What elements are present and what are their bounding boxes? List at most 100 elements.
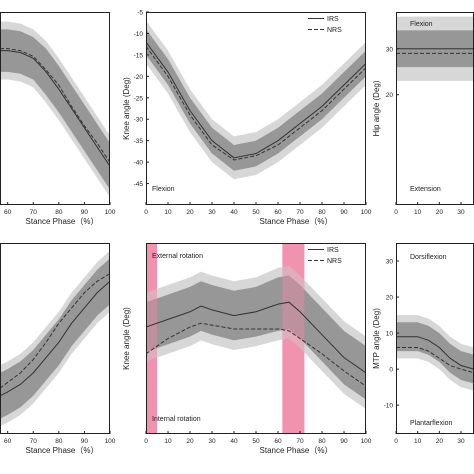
x-tick-label: 30 <box>208 438 216 445</box>
x-tick-label: 40 <box>230 209 238 216</box>
x-tick-label: 80 <box>55 438 63 445</box>
chart-4 <box>0 243 111 434</box>
x-tick-label: 20 <box>186 209 194 216</box>
series-line-irs <box>0 50 110 167</box>
x-tick-label: 20 <box>436 438 444 445</box>
x-tick-label: 60 <box>4 438 12 445</box>
x-tick-label: 20 <box>436 209 444 216</box>
x-tick-label: 90 <box>340 438 348 445</box>
plot-area <box>396 16 474 81</box>
y-tick-label: 30 <box>386 259 394 266</box>
x-axis-label: Stance Phase（%） <box>26 446 99 455</box>
annotation-plantarflexion: Plantarflexion <box>410 420 453 427</box>
x-tick-label: 10 <box>164 438 172 445</box>
plot-frame <box>0 243 110 434</box>
x-tick-label: 50 <box>252 209 260 216</box>
plot-area <box>396 315 474 391</box>
y-tick-label: -10 <box>134 31 144 38</box>
chart-5 <box>145 243 367 434</box>
x-axis-label: Stance Phase（%） <box>260 446 333 455</box>
chart-6 <box>395 243 474 434</box>
annotation-flexion: Flexion <box>410 21 433 28</box>
series-line-nrs <box>146 322 366 387</box>
outer-band <box>146 20 366 180</box>
highlight-overlay-2 <box>282 243 305 434</box>
x-tick-label: 70 <box>30 209 38 216</box>
chart-1 <box>0 12 111 205</box>
plot-area <box>146 20 366 180</box>
y-axis-label: Knee angle (Deg) <box>122 307 131 370</box>
x-tick-label: 100 <box>105 438 116 445</box>
y-axis-label: MTP angle (Deg) <box>372 308 381 369</box>
plot-area <box>0 250 110 427</box>
y-tick-label: -30 <box>134 117 144 124</box>
annotation-dorsiflexion: Dorsiflexion <box>410 254 447 261</box>
series-line-nrs <box>146 46 366 161</box>
series-line-irs <box>0 280 110 397</box>
x-tick-label: 0 <box>394 209 398 216</box>
y-axis-label: Hip angle (Deg) <box>372 80 381 136</box>
x-tick-label: 70 <box>296 209 304 216</box>
inner-band <box>396 322 474 384</box>
y-tick-label: -45 <box>134 181 144 188</box>
x-tick-label: 80 <box>55 209 63 216</box>
y-axis-label: Knee angle (Deg) <box>122 77 131 140</box>
series-line-irs <box>396 336 474 370</box>
x-tick-label: 100 <box>361 209 372 216</box>
x-tick-label: 70 <box>30 438 38 445</box>
series-line-nrs <box>0 48 110 163</box>
y-tick-label: -40 <box>134 160 144 167</box>
x-tick-label: 50 <box>252 438 260 445</box>
x-tick-label: 100 <box>105 209 116 216</box>
y-tick-label: 0 <box>389 367 393 374</box>
y-tick-label: -10 <box>384 403 394 410</box>
inner-band <box>146 29 366 171</box>
x-tick-label: 60 <box>4 209 12 216</box>
x-tick-label: 60 <box>274 438 282 445</box>
y-tick-label: 10 <box>386 331 394 338</box>
chart-2 <box>145 11 367 205</box>
legend-label-irs: IRS <box>327 247 339 254</box>
x-tick-label: 90 <box>81 209 89 216</box>
inner-band <box>0 258 110 419</box>
series-line-irs <box>146 41 366 159</box>
x-tick-label: 40 <box>230 438 238 445</box>
annotation-external-rotation: External rotation <box>152 253 203 260</box>
annotation-internal-rotation: Internal rotation <box>152 416 201 423</box>
y-tick-label: 20 <box>386 92 394 99</box>
series-line-nrs <box>396 347 474 374</box>
series-line-irs <box>146 301 366 374</box>
x-axis-label: Stance Phase（%） <box>26 217 99 226</box>
y-tick-label: -15 <box>134 52 144 59</box>
legend-label-irs: IRS <box>327 16 339 23</box>
x-tick-label: 30 <box>457 209 465 216</box>
y-tick-label: -20 <box>134 74 144 81</box>
x-tick-label: 0 <box>394 438 398 445</box>
x-tick-label: 10 <box>414 209 422 216</box>
x-tick-label: 10 <box>414 438 422 445</box>
chart-3 <box>395 12 474 205</box>
x-tick-label: 10 <box>164 209 172 216</box>
y-tick-label: -5 <box>137 10 143 17</box>
legend-label-nrs: NRS <box>327 27 342 34</box>
x-tick-label: 30 <box>208 209 216 216</box>
x-tick-label: 100 <box>361 438 372 445</box>
inner-band <box>0 29 110 190</box>
x-tick-label: 30 <box>457 438 465 445</box>
y-tick-label: -35 <box>134 138 144 145</box>
x-tick-label: 20 <box>186 438 194 445</box>
x-axis-label: Stance Phase（%） <box>260 217 333 226</box>
x-tick-label: 70 <box>296 438 304 445</box>
x-tick-label: 0 <box>144 209 148 216</box>
x-tick-label: 0 <box>144 438 148 445</box>
plot-frame <box>0 12 110 205</box>
y-tick-label: 20 <box>386 295 394 302</box>
annotation-flexion: Flexion <box>152 186 175 193</box>
plot-area <box>0 21 110 198</box>
x-tick-label: 90 <box>340 209 348 216</box>
y-tick-label: 30 <box>386 46 394 53</box>
annotation-extension: Extension <box>410 186 441 193</box>
x-tick-label: 90 <box>81 438 89 445</box>
y-tick-label: -25 <box>134 95 144 102</box>
